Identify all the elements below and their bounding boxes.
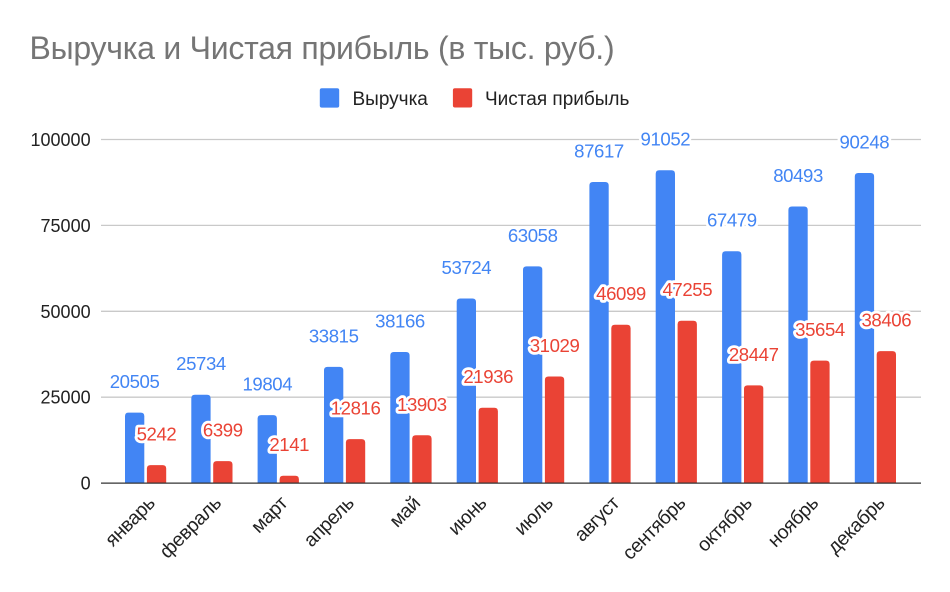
svg-text:100000: 100000 bbox=[31, 130, 91, 150]
svg-text:25734: 25734 bbox=[176, 353, 226, 374]
svg-text:Выручка: Выручка bbox=[353, 89, 429, 110]
svg-text:Чистая прибыль: Чистая прибыль bbox=[485, 89, 629, 110]
svg-text:35654: 35654 bbox=[795, 319, 845, 340]
svg-text:2141: 2141 bbox=[269, 434, 309, 455]
svg-text:38406: 38406 bbox=[861, 310, 911, 331]
svg-text:63058: 63058 bbox=[508, 225, 558, 246]
svg-text:38166: 38166 bbox=[375, 311, 425, 332]
svg-text:87617: 87617 bbox=[574, 141, 624, 162]
svg-text:53724: 53724 bbox=[442, 257, 492, 278]
svg-text:20505: 20505 bbox=[110, 371, 160, 392]
svg-text:91052: 91052 bbox=[641, 129, 691, 150]
svg-text:19804: 19804 bbox=[242, 374, 292, 395]
svg-text:Выручка и Чистая прибыль (в ты: Выручка и Чистая прибыль (в тыс. руб.) bbox=[30, 30, 615, 66]
svg-text:90248: 90248 bbox=[840, 132, 890, 153]
svg-text:80493: 80493 bbox=[773, 165, 823, 186]
svg-text:13903: 13903 bbox=[397, 394, 447, 415]
svg-text:25000: 25000 bbox=[41, 388, 91, 408]
svg-text:47255: 47255 bbox=[662, 279, 712, 300]
svg-text:28447: 28447 bbox=[729, 344, 779, 365]
svg-text:12816: 12816 bbox=[331, 398, 381, 419]
svg-text:75000: 75000 bbox=[41, 216, 91, 236]
svg-text:31029: 31029 bbox=[530, 335, 580, 356]
svg-text:5242: 5242 bbox=[137, 424, 177, 445]
svg-text:50000: 50000 bbox=[41, 302, 91, 322]
svg-text:46099: 46099 bbox=[596, 283, 646, 304]
svg-text:0: 0 bbox=[81, 474, 91, 494]
svg-text:33815: 33815 bbox=[309, 325, 359, 346]
svg-text:21936: 21936 bbox=[463, 366, 513, 387]
svg-text:6399: 6399 bbox=[203, 420, 243, 441]
svg-text:67479: 67479 bbox=[707, 210, 757, 231]
